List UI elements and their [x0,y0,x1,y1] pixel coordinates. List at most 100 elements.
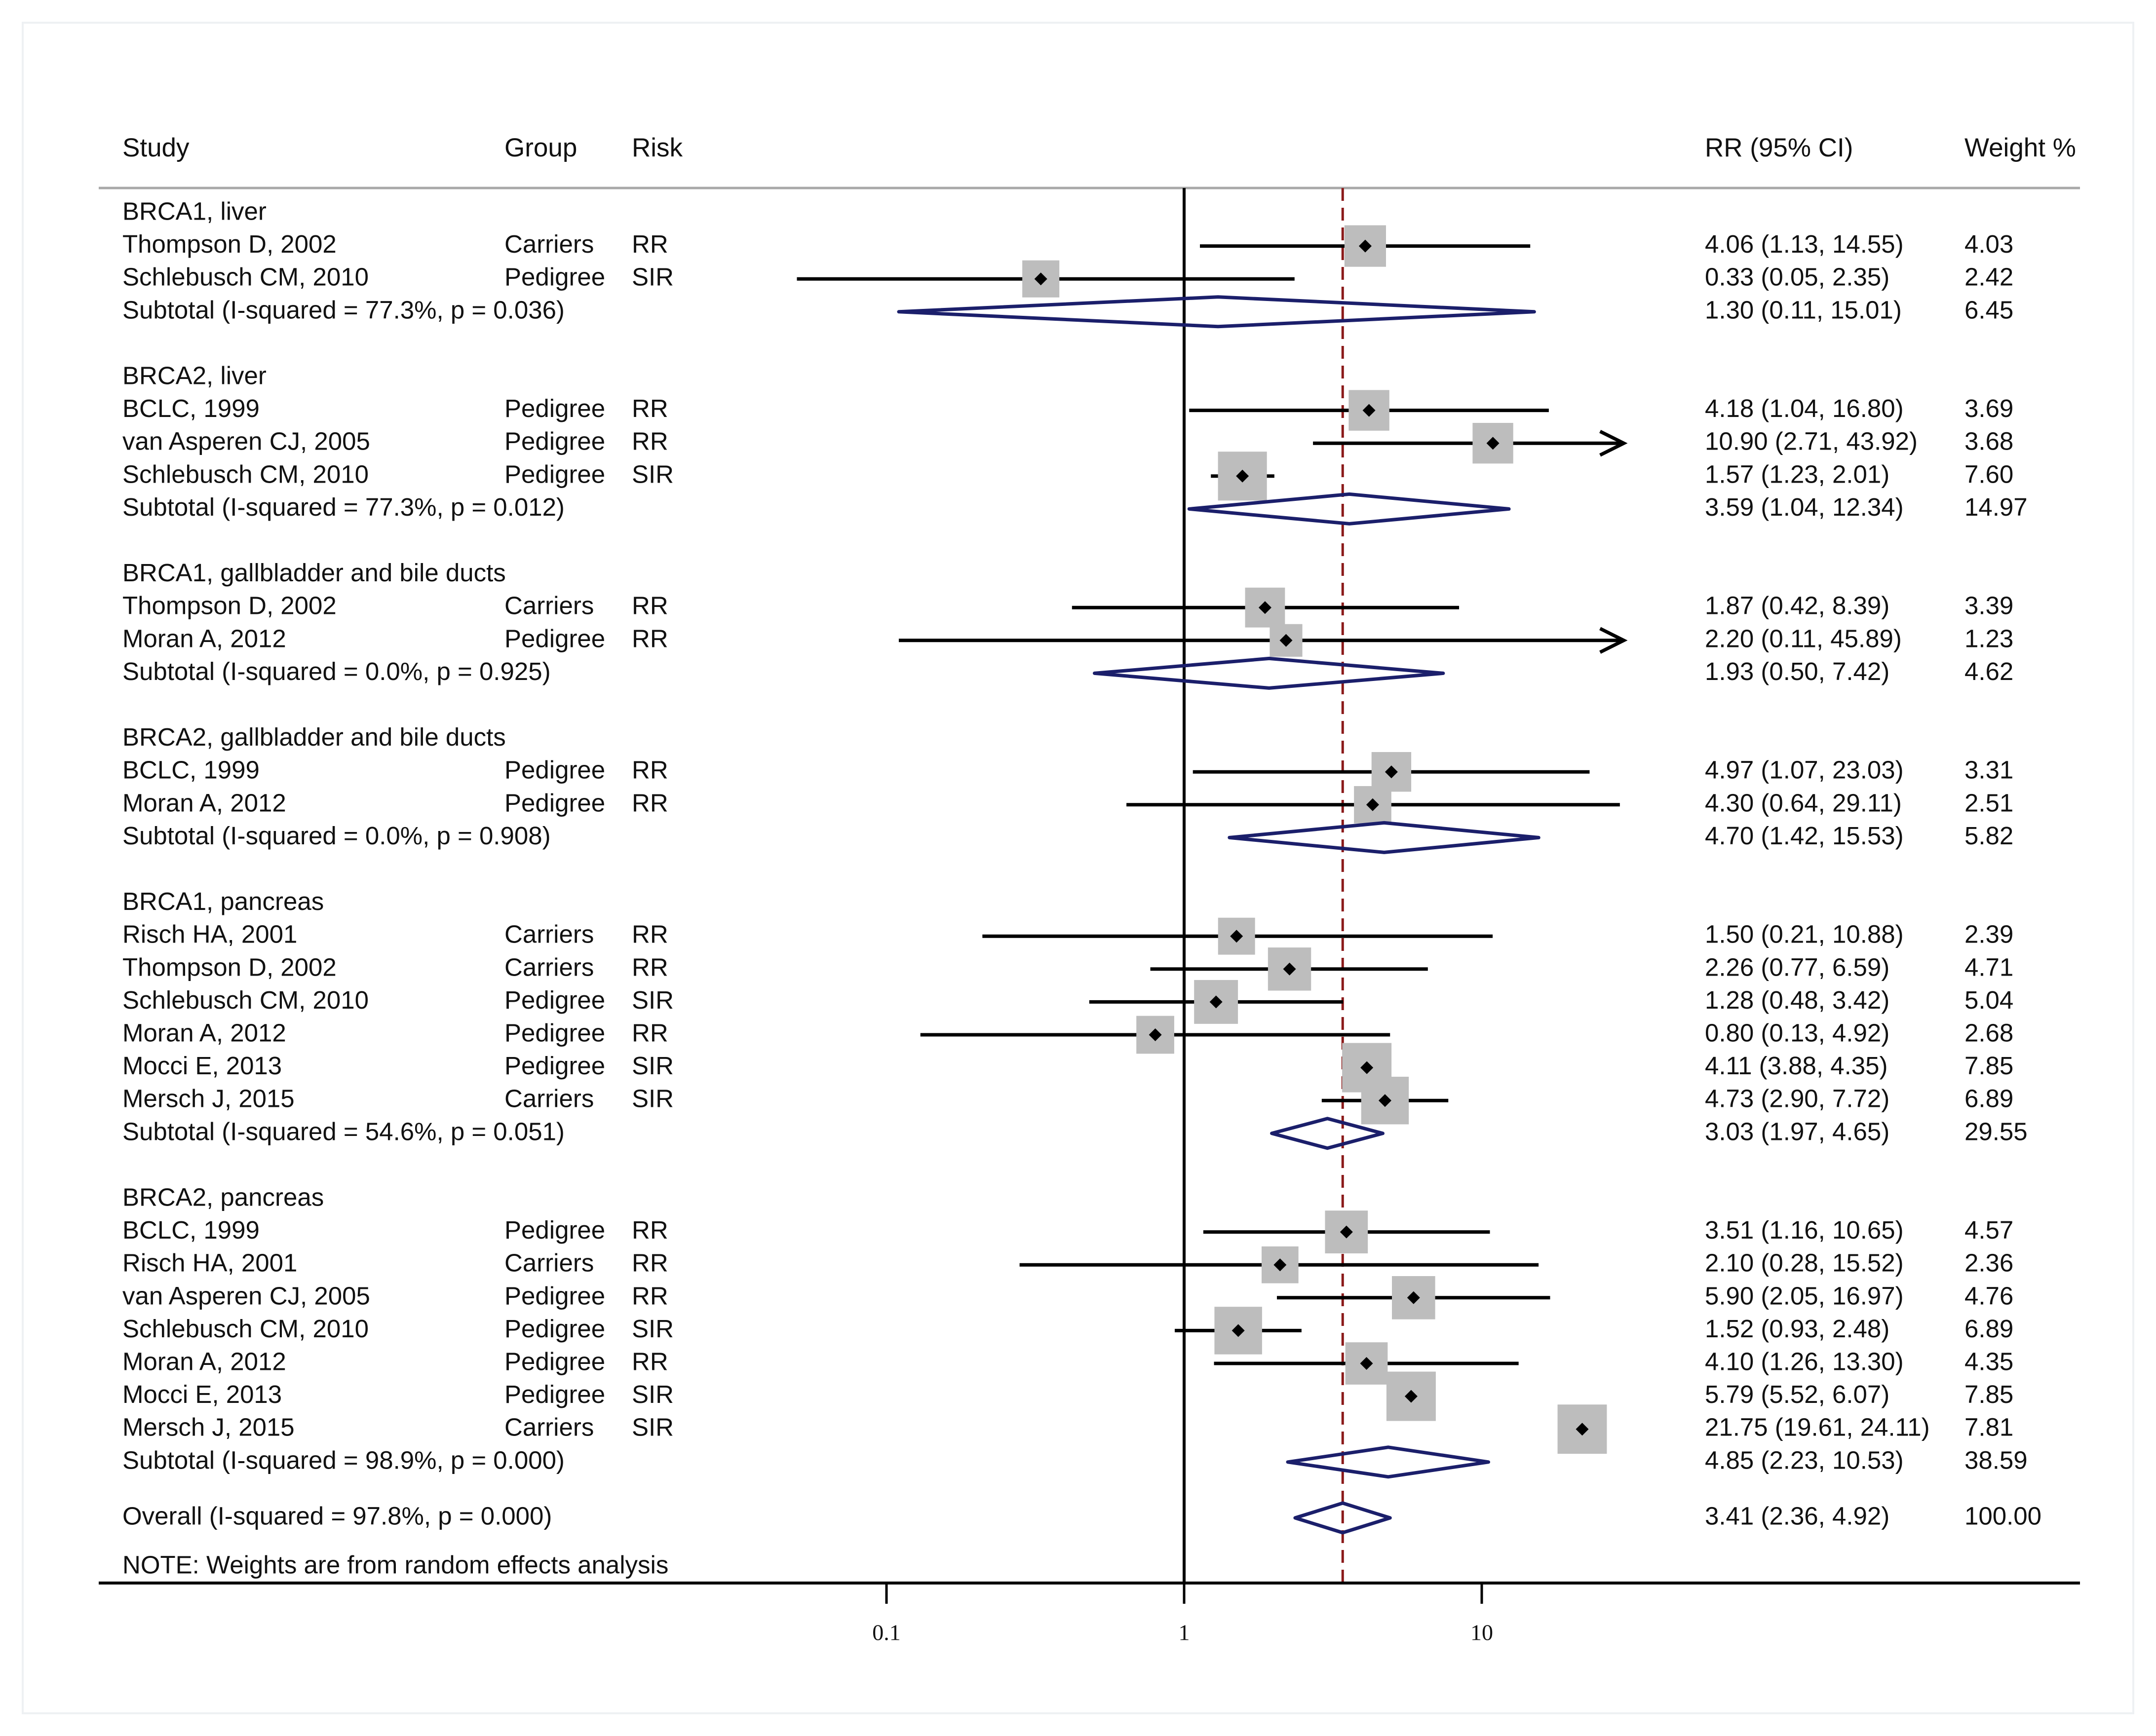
point-estimate-5-4 [1360,1357,1373,1370]
study-group-5-2: Pedigree [504,1282,605,1310]
study-risk-4-2: SIR [632,986,674,1014]
group-title-0: BRCA1, liver [122,197,267,225]
study-group-5-3: Pedigree [504,1315,605,1343]
study-effect-1-1: 10.90 (2.71, 43.92) [1705,427,1918,455]
study-name-2-1: Moran A, 2012 [122,624,286,652]
subtotal-effect-1: 3.59 (1.04, 12.34) [1705,493,1904,521]
point-estimate-4-1 [1283,962,1296,976]
subtotal-effect-4: 3.03 (1.97, 4.65) [1705,1117,1889,1145]
study-name-5-0: BCLC, 1999 [122,1216,260,1244]
point-estimate-4-5 [1378,1094,1391,1107]
study-effect-4-4: 4.11 (3.88, 4.35) [1705,1052,1887,1080]
study-risk-2-0: RR [632,592,668,620]
study-effect-4-0: 1.50 (0.21, 10.88) [1705,920,1904,948]
study-weight-4-0: 2.39 [1964,920,2013,948]
study-name-5-1: Risch HA, 2001 [122,1249,297,1277]
point-estimate-5-5 [1404,1390,1418,1403]
study-name-4-1: Thompson D, 2002 [122,953,337,981]
subtotal-diamond-3 [1228,821,1540,854]
study-name-5-6: Mersch J, 2015 [122,1413,295,1441]
study-name-5-3: Schlebusch CM, 2010 [122,1315,369,1343]
study-group-3-1: Pedigree [504,789,605,817]
study-risk-5-6: SIR [632,1413,674,1441]
study-name-4-3: Moran A, 2012 [122,1019,286,1047]
study-effect-1-2: 1.57 (1.23, 2.01) [1705,460,1889,488]
study-name-5-4: Moran A, 2012 [122,1347,286,1375]
overall-diamond [1293,1501,1392,1535]
study-name-4-0: Risch HA, 2001 [122,920,297,948]
study-weight-1-0: 3.69 [1964,394,2013,422]
study-weight-5-3: 6.89 [1964,1315,2013,1343]
study-group-1-2: Pedigree [504,460,605,488]
study-name-1-2: Schlebusch CM, 2010 [122,460,369,488]
study-weight-5-4: 4.35 [1964,1347,2013,1375]
study-risk-0-1: SIR [632,263,674,291]
subtotal-weight-5: 38.59 [1964,1446,2028,1474]
study-effect-3-1: 4.30 (0.64, 29.11) [1705,789,1902,817]
study-risk-4-0: RR [632,920,668,948]
study-weight-5-0: 4.57 [1964,1216,2013,1244]
study-weight-0-0: 4.03 [1964,230,2013,258]
study-risk-4-4: SIR [632,1052,674,1080]
study-group-5-1: Carriers [504,1249,594,1277]
point-estimate-2-0 [1258,601,1271,614]
study-risk-0-0: RR [632,230,668,258]
point-estimate-5-6 [1576,1423,1589,1436]
study-effect-2-1: 2.20 (0.11, 45.89) [1705,624,1902,652]
study-group-3-0: Pedigree [504,756,605,784]
point-estimate-4-2 [1209,995,1223,1009]
study-risk-3-1: RR [632,789,668,817]
study-group-2-0: Carriers [504,592,594,620]
study-group-0-0: Carriers [504,230,594,258]
study-weight-2-0: 3.39 [1964,592,2013,620]
header-risk: Risk [632,133,683,162]
point-estimate-1-0 [1362,404,1376,417]
subtotal-weight-1: 14.97 [1964,493,2028,521]
study-weight-5-2: 4.76 [1964,1282,2013,1310]
study-group-4-0: Carriers [504,920,594,948]
subtotal-effect-2: 1.93 (0.50, 7.42) [1705,657,1889,685]
subtotal-diamond-0 [897,295,1536,329]
study-effect-5-5: 5.79 (5.52, 6.07) [1705,1380,1889,1408]
study-effect-4-5: 4.73 (2.90, 7.72) [1705,1085,1889,1113]
point-estimate-4-4 [1360,1061,1374,1074]
point-estimate-1-2 [1236,469,1249,483]
subtotal-weight-2: 4.62 [1964,657,2013,685]
study-weight-4-3: 2.68 [1964,1019,2013,1047]
study-group-5-0: Pedigree [504,1216,605,1244]
study-group-0-1: Pedigree [504,263,605,291]
group-title-3: BRCA2, gallbladder and bile ducts [122,723,506,751]
subtotal-diamond-1 [1187,492,1511,526]
subtotal-label-1: Subtotal (I-squared = 77.3%, p = 0.012) [122,493,565,521]
study-name-0-0: Thompson D, 2002 [122,230,337,258]
study-weight-3-1: 2.51 [1964,789,2013,817]
point-estimate-4-3 [1149,1028,1162,1041]
study-effect-5-6: 21.75 (19.61, 24.11) [1705,1413,1930,1441]
study-group-4-2: Pedigree [504,986,605,1014]
study-name-3-0: BCLC, 1999 [122,756,260,784]
point-estimate-2-1 [1279,634,1293,647]
point-estimate-1-1 [1486,437,1500,450]
study-risk-4-5: SIR [632,1085,674,1113]
study-effect-5-0: 3.51 (1.16, 10.65) [1705,1216,1904,1244]
study-name-0-1: Schlebusch CM, 2010 [122,263,369,291]
study-group-5-5: Pedigree [504,1380,605,1408]
study-name-4-5: Mersch J, 2015 [122,1085,295,1113]
study-weight-1-2: 7.60 [1964,460,2013,488]
study-weight-2-1: 1.23 [1964,624,2013,652]
ci-arrow-1-1 [1599,430,1628,457]
study-weight-4-2: 5.04 [1964,986,2013,1014]
study-risk-5-5: SIR [632,1380,674,1408]
study-effect-5-1: 2.10 (0.28, 15.52) [1705,1249,1904,1277]
study-weight-4-1: 4.71 [1964,953,2013,981]
study-weight-5-5: 7.85 [1964,1380,2013,1408]
study-group-4-3: Pedigree [504,1019,605,1047]
study-effect-4-3: 0.80 (0.13, 4.92) [1705,1019,1889,1047]
study-risk-5-1: RR [632,1249,668,1277]
overall-label: Overall (I-squared = 97.8%, p = 0.000) [122,1502,552,1530]
note-text: NOTE: Weights are from random effects an… [122,1550,668,1579]
study-weight-4-4: 7.85 [1964,1052,2013,1080]
group-title-2: BRCA1, gallbladder and bile ducts [122,559,506,587]
study-group-5-6: Carriers [504,1413,594,1441]
plot-frame [22,22,2134,1714]
